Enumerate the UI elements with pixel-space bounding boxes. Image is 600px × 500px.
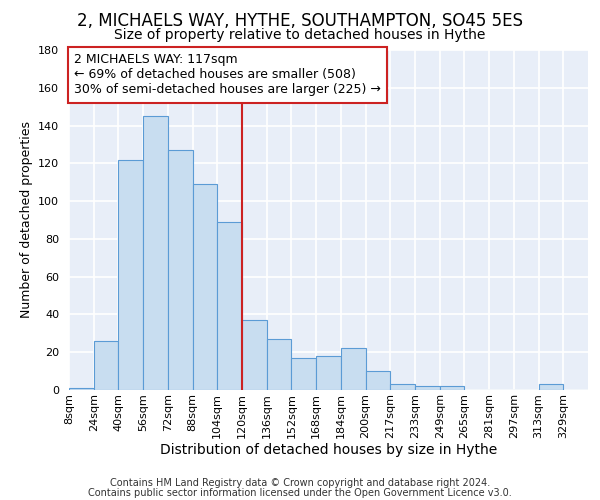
- Bar: [440, 386, 464, 390]
- Bar: [242, 320, 267, 390]
- Bar: [168, 150, 193, 390]
- Text: 2, MICHAELS WAY, HYTHE, SOUTHAMPTON, SO45 5ES: 2, MICHAELS WAY, HYTHE, SOUTHAMPTON, SO4…: [77, 12, 523, 30]
- Bar: [69, 388, 94, 390]
- Bar: [118, 160, 143, 390]
- Bar: [341, 348, 365, 390]
- X-axis label: Distribution of detached houses by size in Hythe: Distribution of detached houses by size …: [160, 444, 497, 458]
- Bar: [267, 339, 292, 390]
- Bar: [316, 356, 341, 390]
- Bar: [217, 222, 242, 390]
- Bar: [390, 384, 415, 390]
- Text: Contains HM Land Registry data © Crown copyright and database right 2024.: Contains HM Land Registry data © Crown c…: [110, 478, 490, 488]
- Bar: [193, 184, 217, 390]
- Text: Size of property relative to detached houses in Hythe: Size of property relative to detached ho…: [115, 28, 485, 42]
- Text: Contains public sector information licensed under the Open Government Licence v3: Contains public sector information licen…: [88, 488, 512, 498]
- Bar: [94, 341, 118, 390]
- Bar: [539, 384, 563, 390]
- Bar: [415, 386, 440, 390]
- Y-axis label: Number of detached properties: Number of detached properties: [20, 122, 32, 318]
- Bar: [292, 358, 316, 390]
- Bar: [143, 116, 168, 390]
- Text: 2 MICHAELS WAY: 117sqm
← 69% of detached houses are smaller (508)
30% of semi-de: 2 MICHAELS WAY: 117sqm ← 69% of detached…: [74, 54, 381, 96]
- Bar: [365, 371, 390, 390]
